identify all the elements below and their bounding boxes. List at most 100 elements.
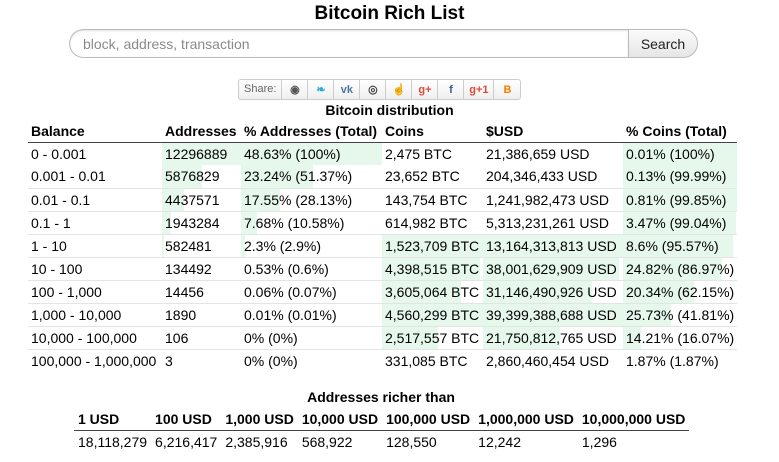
richer-value: 568,922 [301, 434, 353, 451]
cell-pct-coins: 0.01% (100%) [623, 141, 738, 165]
cell-pct-addresses-text: 0.53% (0.6%) [244, 260, 329, 277]
cell-coins: 2,517,557 BTC [382, 325, 483, 349]
fill-bar [483, 234, 623, 257]
cell-usd-text: 31,146,490,926 USD [486, 283, 617, 300]
cell-coins-text: 1,523,709 BTC [385, 237, 480, 254]
fill-bar [483, 257, 619, 280]
fill-bar [483, 326, 560, 349]
table-row: 0.001 - 0.01 5876829 23.24% (51.37%) 23,652… [28, 165, 738, 188]
fill-bar [162, 234, 165, 257]
fill-bar [623, 188, 738, 211]
cell-pct-addresses: 0.53% (0.6%) [241, 256, 382, 280]
cell-coins: 331,085 BTC [382, 348, 483, 372]
cell-balance-text: 100,000 - 1,000,000 [31, 352, 157, 369]
fill-bar [162, 142, 241, 165]
cell-pct-coins: 25.73% (41.81%) [623, 302, 738, 326]
twitter-icon[interactable]: ❧ [308, 80, 335, 99]
cell-usd-text: 5,313,231,261 USD [486, 214, 609, 231]
search-button[interactable]: Search [628, 29, 698, 58]
cell-addresses-text: 134492 [165, 260, 212, 277]
cell-addresses-text: 1943284 [165, 214, 220, 231]
cell-pct-coins-text: 0.01% (100%) [626, 145, 715, 162]
distribution-title: Bitcoin distribution [325, 102, 454, 118]
distribution-header-row: Balance Addresses % Addresses (Total) Co… [28, 120, 738, 143]
cell-pct-addresses: 7.68% (10.58%) [241, 210, 382, 234]
table-row: 0 - 0.001 12296889 48.63% (100%) 2,475 BTC 2… [28, 141, 738, 165]
fill-bar [382, 326, 438, 349]
blogger-icon[interactable]: B [503, 83, 512, 96]
header-balance: Balance [28, 120, 162, 143]
cell-pct-coins: 0.13% (99.99%) [623, 165, 738, 188]
cell-pct-addresses: 17.55% (28.13%) [241, 187, 382, 211]
cell-pct-addresses-text: 7.68% (10.58%) [244, 214, 345, 231]
cell-pct-addresses: 0% (0%) [241, 325, 382, 349]
fill-bar [483, 303, 623, 326]
cell-addresses: 3 [162, 348, 241, 372]
richer-header: 10,000 USD [297, 408, 383, 431]
cell-balance-text: 0.1 - 1 [31, 214, 71, 231]
cell-usd: 13,164,313,813 USD [483, 233, 623, 257]
fill-bar [382, 257, 480, 280]
table-row: 100,000 - 1,000,000 3 0% (0%) 331,085 BTC 2,… [28, 348, 738, 372]
cell-usd: 31,146,490,926 USD [483, 279, 623, 303]
fill-bar [162, 165, 203, 188]
cell-addresses-text: 5876829 [165, 168, 220, 185]
cell-addresses-text: 4437571 [165, 191, 220, 208]
cell-usd: 38,001,629,909 USD [483, 256, 623, 280]
cell-pct-addresses: 2.3% (2.9%) [241, 233, 382, 257]
fill-bar [382, 303, 483, 326]
header-usd: $USD [483, 120, 623, 143]
cell-coins-text: 23,652 BTC [385, 168, 460, 185]
google-plus-one-icon[interactable]: g+1 [464, 80, 495, 99]
google-plus-icon[interactable]: g+ [412, 80, 439, 99]
fill-bar [623, 326, 642, 349]
search-input[interactable] [69, 29, 628, 58]
facebook-icon[interactable]: f [438, 80, 465, 99]
richer-header: 100 USD [151, 408, 222, 431]
cell-balance-text: 1,000 - 10,000 [31, 306, 122, 323]
cell-usd: 204,346,433 USD [483, 165, 623, 188]
cell-addresses-text: 12296889 [165, 145, 228, 162]
fill-bar [382, 280, 461, 303]
cell-pct-coins: 3.47% (99.04%) [623, 210, 738, 234]
like-icon[interactable]: ☝ [386, 80, 413, 99]
cell-pct-coins: 8.6% (95.57%) [623, 233, 738, 257]
cell-balance-text: 10,000 - 100,000 [31, 329, 137, 346]
page-title: Bitcoin Rich List [314, 3, 465, 24]
table-row: 10,000 - 100,000 106 0% (0%) 2,517,557 BTC 2… [28, 325, 738, 349]
reddit-icon[interactable]: ◉ [282, 80, 309, 99]
cell-balance: 1 - 10 [28, 233, 162, 257]
weibo-icon[interactable]: ◎ [360, 80, 387, 99]
cell-addresses-text: 582481 [165, 237, 212, 254]
cell-pct-addresses: 0% (0%) [241, 348, 382, 372]
cell-addresses: 4437571 [162, 187, 241, 211]
cell-usd-text: 21,750,812,765 USD [486, 329, 617, 346]
cell-balance: 0.001 - 0.01 [28, 165, 162, 188]
header-addresses: Addresses [162, 120, 241, 143]
cell-pct-addresses-text: 2.3% (2.9%) [244, 237, 322, 254]
cell-addresses-text: 106 [165, 329, 189, 346]
cell-balance: 0.01 - 0.1 [28, 187, 162, 211]
cell-pct-addresses: 48.63% (100%) [241, 141, 382, 165]
cell-coins: 4,398,515 BTC [382, 256, 483, 280]
cell-pct-coins-text: 3.47% (99.04%) [626, 214, 727, 231]
richer-header: 1 USD [74, 408, 152, 431]
richer-title: Addresses richer than [307, 389, 455, 405]
richer-value: 1,296 [581, 434, 617, 451]
vk-icon[interactable]: vk [334, 80, 361, 99]
cell-addresses-text: 14456 [165, 283, 204, 300]
fill-bar [241, 188, 281, 211]
fill-bar [382, 234, 483, 257]
cell-coins-text: 3,605,064 BTC [385, 283, 480, 300]
cell-pct-addresses-text: 0% (0%) [244, 329, 298, 346]
cell-usd-text: 13,164,313,813 USD [486, 237, 617, 254]
fill-bar [623, 303, 671, 326]
cell-addresses: 1943284 [162, 210, 241, 234]
share-label: Share: [239, 80, 283, 99]
cell-pct-addresses-text: 23.24% (51.37%) [244, 168, 353, 185]
header-pct-addresses: % Addresses (Total) [241, 120, 382, 143]
cell-balance: 100 - 1,000 [28, 279, 162, 303]
cell-pct-addresses-text: 0.01% (0.01%) [244, 306, 337, 323]
cell-coins-text: 331,085 BTC [385, 352, 468, 369]
cell-usd-text: 39,399,388,688 USD [486, 306, 617, 323]
